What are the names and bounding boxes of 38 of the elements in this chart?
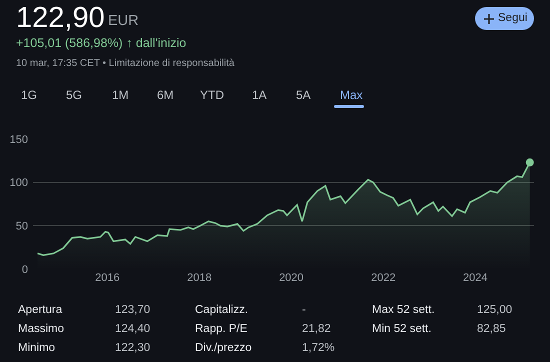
text: EUR (108, 13, 139, 29)
y-tick-label: 100 (10, 177, 28, 190)
text: 1G (21, 88, 38, 102)
text: 124,40 (115, 323, 150, 335)
text: Massimo (18, 323, 64, 335)
text: 82,85 (477, 323, 506, 335)
text: 1A (252, 88, 267, 102)
text: 6M (157, 88, 174, 102)
x-tick-label: 2016 (95, 272, 120, 284)
text: 125,00 (477, 304, 512, 316)
y-tick-label: 150 (10, 134, 28, 146)
y-tick-label: 0 (22, 264, 28, 276)
text: Segui (498, 12, 528, 24)
text: 21,82 (302, 323, 331, 335)
text: 123,70 (115, 304, 150, 316)
text: YTD (200, 88, 224, 102)
text: Minimo (18, 342, 56, 354)
text: Rapp. P/E (195, 323, 248, 335)
text: Max (340, 88, 363, 102)
x-tick-label: 2018 (187, 272, 212, 284)
chart-subtitle: +105,01 (586,98%) ↑ dall'inizio (16, 36, 186, 50)
x-tick-label: 2022 (371, 272, 396, 284)
x-tick-label: 2020 (279, 272, 304, 284)
text: 122,30 (115, 342, 150, 354)
y-tick-label: 50 (16, 220, 28, 233)
x-tick-label: 2024 (462, 272, 488, 284)
text: Capitalizz. (195, 304, 248, 316)
text: Apertura (18, 304, 62, 316)
text: 5A (296, 88, 311, 102)
chart-title: 122,90 (16, 2, 105, 35)
text: 1M (112, 88, 129, 102)
text: Max 52 sett. (372, 304, 435, 316)
text: Div./prezzo (195, 342, 252, 354)
text: 1,72% (302, 342, 335, 354)
text: 10 mar, 17:35 CET • Limitazione di responsabilità (16, 58, 234, 69)
text: - (302, 304, 306, 316)
text: Min 52 sett. (372, 323, 432, 335)
text: 5G (66, 88, 82, 102)
